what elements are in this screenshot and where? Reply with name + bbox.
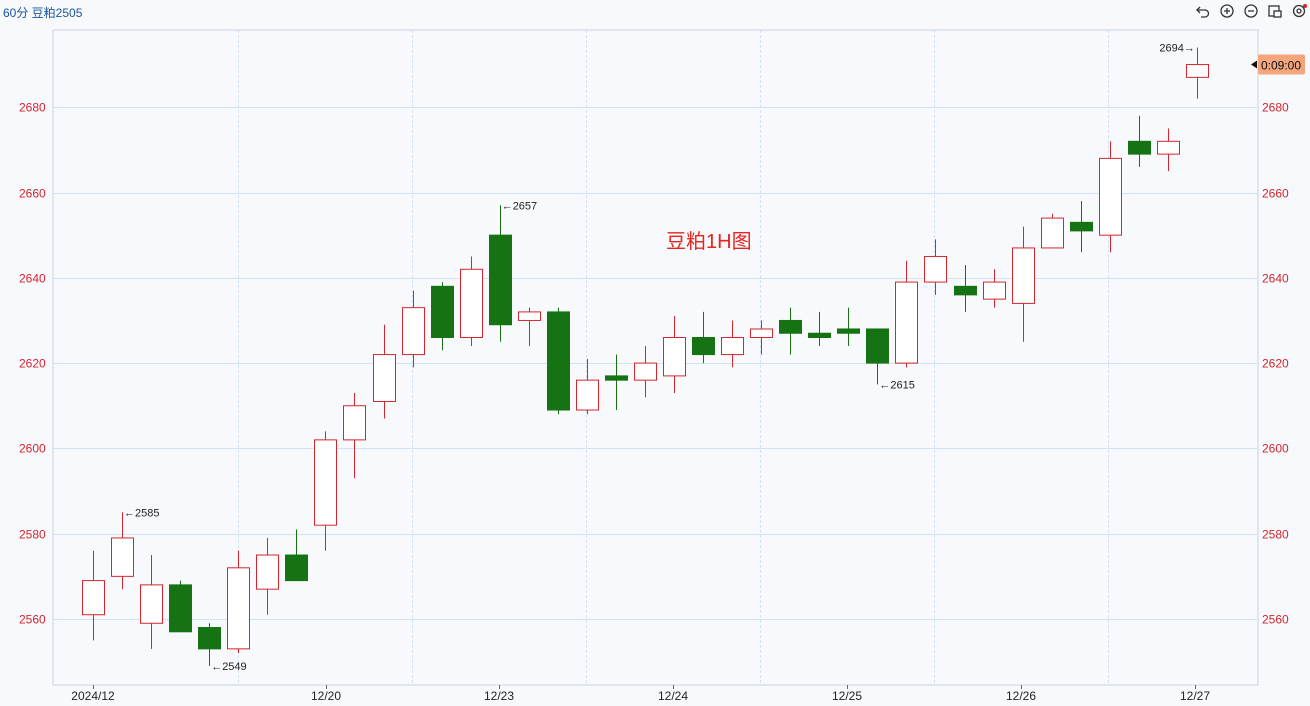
- candle-body: [721, 337, 744, 356]
- y-tick-label-left: 2600: [19, 442, 46, 456]
- y-tick-label-right: 2660: [1262, 187, 1289, 201]
- candle-body: [634, 362, 657, 381]
- crop-icon[interactable]: [1267, 3, 1283, 19]
- y-tick-label-left: 2560: [19, 613, 46, 627]
- x-tick-label: 12/27: [1180, 689, 1210, 703]
- watermark-label: 豆粕1H图: [666, 230, 752, 253]
- x-tick-label: 12/20: [311, 689, 341, 703]
- y-tick-label-right: 2640: [1262, 272, 1289, 286]
- price-annotation: ←2549: [211, 661, 246, 673]
- candle-body: [837, 328, 860, 334]
- candle-body: [1041, 217, 1064, 249]
- candle-body: [169, 584, 192, 633]
- candle-body: [924, 255, 947, 283]
- candle-body: [1157, 140, 1180, 155]
- candle-body: [692, 337, 715, 356]
- undo-icon[interactable]: [1195, 3, 1211, 19]
- zoom-in-icon[interactable]: [1219, 3, 1235, 19]
- candle-body: [1128, 140, 1151, 155]
- y-tick-label-left: 2640: [19, 272, 46, 286]
- countdown-label: 0:09:00: [1261, 59, 1301, 73]
- candle-body: [1099, 157, 1122, 236]
- y-tick-label-right: 2620: [1262, 357, 1289, 371]
- candle-body: [227, 567, 250, 650]
- price-annotation: ←2657: [502, 200, 537, 212]
- x-tick-label: 12/24: [658, 689, 688, 703]
- candle-body: [954, 285, 977, 296]
- y-tick-label-right: 2580: [1262, 528, 1289, 542]
- plot-area: [52, 29, 1259, 686]
- candle-body: [895, 281, 918, 364]
- candle-body: [1186, 64, 1209, 78]
- zoom-out-icon[interactable]: [1243, 3, 1259, 19]
- candle-body: [256, 554, 279, 590]
- candle-body: [314, 439, 337, 526]
- y-tick-label-left: 2620: [19, 357, 46, 371]
- y-tick-label-right: 2600: [1262, 442, 1289, 456]
- countdown-tag: [1258, 54, 1305, 75]
- candle-body: [111, 537, 134, 577]
- y-tick-label-right: 2560: [1262, 613, 1289, 627]
- settings-icon[interactable]: [1291, 3, 1307, 19]
- x-tick-label: 12/25: [832, 689, 862, 703]
- candle-body: [576, 379, 599, 411]
- price-annotation: ←2585: [124, 507, 159, 519]
- y-tick-label-left: 2680: [19, 101, 46, 115]
- candle-body: [983, 281, 1006, 300]
- candle-body: [460, 268, 483, 339]
- price-pointer: [1251, 60, 1257, 69]
- candle-body: [1070, 221, 1093, 232]
- candle-body: [1012, 247, 1035, 304]
- candle-body: [866, 328, 889, 364]
- candle-body: [489, 234, 512, 326]
- candle-body: [373, 354, 396, 402]
- candle-body: [431, 285, 454, 339]
- candle-body: [402, 307, 425, 356]
- candle-body: [343, 405, 366, 441]
- price-annotation: ←2615: [879, 379, 914, 391]
- y-tick-label-right: 2680: [1262, 101, 1289, 115]
- candle-body: [285, 554, 308, 582]
- candle-body: [779, 319, 802, 334]
- x-tick-label: 12/23: [484, 689, 514, 703]
- candle-body: [82, 580, 105, 616]
- toolbar: 60分 豆粕2505: [0, 0, 1310, 24]
- candle-body: [140, 584, 163, 624]
- candle-body: [750, 328, 773, 339]
- y-tick-label-left: 2580: [19, 528, 46, 542]
- candle-body: [518, 311, 541, 321]
- candle-body: [605, 375, 628, 381]
- x-tick-label: 12/26: [1006, 689, 1036, 703]
- x-tick-label: 2024/12: [71, 689, 115, 703]
- candle-body: [547, 311, 570, 411]
- candle-body: [808, 332, 831, 339]
- chart-title: 60分 豆粕2505: [3, 6, 83, 20]
- candle-body: [663, 337, 686, 377]
- price-annotation: 2694→: [1159, 42, 1194, 54]
- candle-body: [198, 627, 221, 650]
- y-tick-label-left: 2660: [19, 187, 46, 201]
